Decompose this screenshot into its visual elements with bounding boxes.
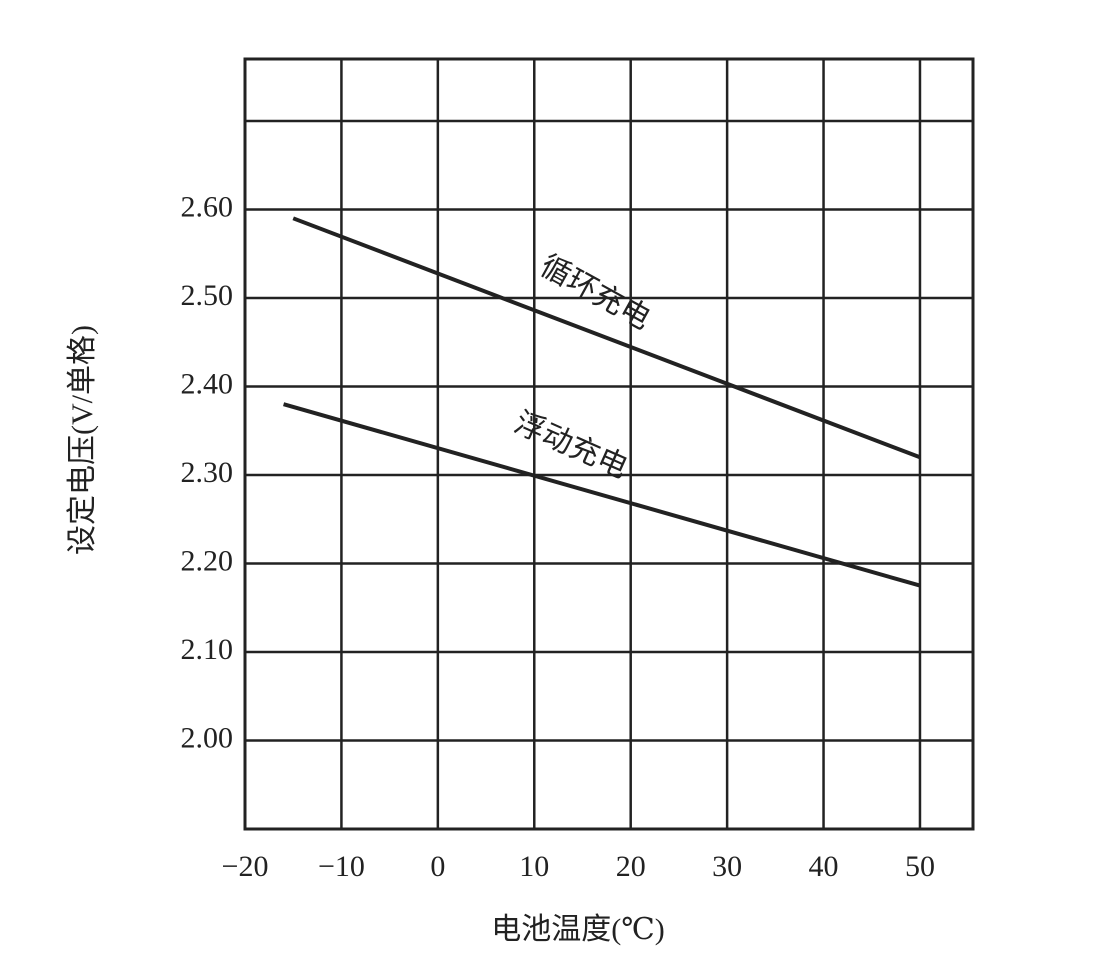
- x-tick-label: 50: [905, 850, 935, 883]
- y-tick-label: 2.10: [181, 633, 234, 666]
- y-tick-label: 2.40: [181, 367, 234, 400]
- series-line: [292, 216, 921, 460]
- x-tick-label: 40: [809, 850, 839, 883]
- y-tick-label: 2.00: [181, 721, 234, 754]
- x-tick-label: 30: [712, 850, 742, 883]
- x-tick-label: 10: [519, 850, 549, 883]
- x-tick-label: 20: [616, 850, 646, 883]
- x-tick-label: −20: [222, 850, 269, 883]
- y-tick-label: 2.60: [181, 190, 234, 223]
- y-tick-label: 2.30: [181, 456, 234, 489]
- x-axis-title: 电池温度(℃): [491, 913, 665, 946]
- y-tick-label: 2.20: [181, 544, 234, 577]
- series-line: [283, 402, 921, 588]
- x-tick-label: −10: [318, 850, 365, 883]
- y-tick-label: 2.50: [181, 279, 234, 312]
- y-axis-title: 设定电压(V/单格): [66, 325, 99, 555]
- series-label: 循环充电: [535, 249, 656, 336]
- x-tick-label: 0: [430, 850, 445, 883]
